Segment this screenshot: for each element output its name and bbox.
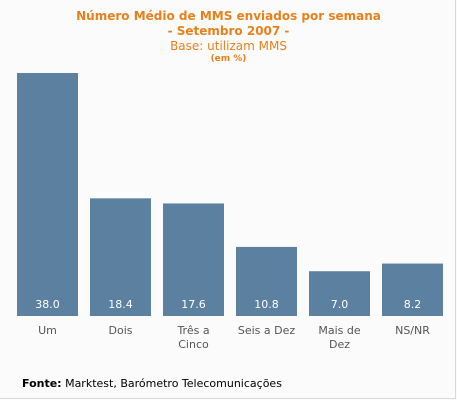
bar-6 xyxy=(382,263,443,316)
bar-5 xyxy=(309,271,370,316)
value-label-4: 10.8 xyxy=(254,298,279,311)
category-label-2: Dois xyxy=(109,324,133,337)
category-label-3: Três a Cinco xyxy=(176,324,209,351)
bar-1 xyxy=(17,73,78,316)
source-text: Marktest, Barómetro Telecomunicações xyxy=(65,377,282,390)
bar-2 xyxy=(90,198,151,316)
bar-4 xyxy=(236,246,297,316)
chart-title: Número Médio de MMS enviados por semana xyxy=(76,9,381,23)
value-label-3: 17.6 xyxy=(181,298,206,311)
category-label-4: Seis a Dez xyxy=(238,324,296,337)
value-label-2: 18.4 xyxy=(108,298,133,311)
bar-3 xyxy=(163,203,224,316)
category-label-1: Um xyxy=(38,324,57,337)
category-label-5: Mais de Dez xyxy=(318,324,360,351)
value-label-6: 8.2 xyxy=(404,298,422,311)
bar-chart: 38.0 Um 18.4 Dois 17.6 Três a Cinco 10.8 Seis a … xyxy=(17,73,443,351)
chart-unit-note: (em %) xyxy=(210,54,247,64)
value-label-5: 7.0 xyxy=(331,298,349,311)
source-note: Fonte: Marktest, Barómetro Telecomunicaç… xyxy=(22,377,282,390)
value-label-1: 38.0 xyxy=(35,298,60,311)
chart-subtitle: - Setembro 2007 - xyxy=(167,24,290,38)
chart-base-note: Base: utilizam MMS xyxy=(170,39,287,53)
source-label: Fonte: xyxy=(22,377,62,390)
category-label-6: NS/NR xyxy=(395,324,430,337)
